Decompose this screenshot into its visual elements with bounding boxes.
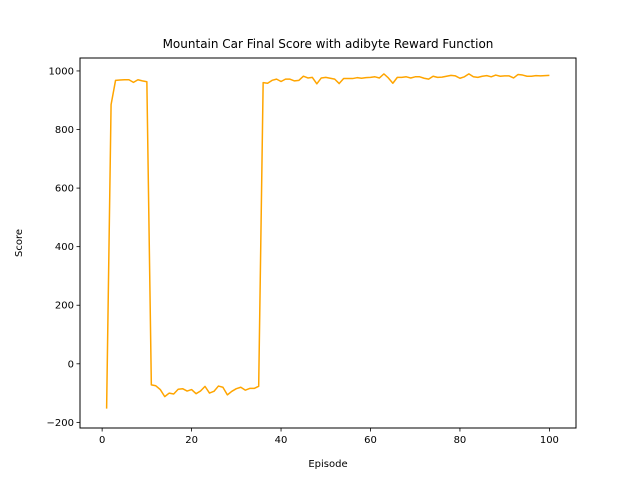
x-tick-label: 40	[275, 435, 288, 446]
y-tick-label: 200	[55, 301, 74, 312]
y-tick-label: 0	[68, 359, 74, 370]
x-tick-label: 100	[540, 435, 559, 446]
x-axis-title: Episode	[308, 459, 347, 470]
y-axis-title: Score	[14, 229, 25, 257]
y-tick-label: 400	[55, 242, 74, 253]
x-tick-label: 0	[99, 435, 105, 446]
x-tick-label: 60	[364, 435, 377, 446]
chart-title: Mountain Car Final Score with adibyte Re…	[163, 37, 494, 51]
x-axis: 0 20 40 60 80 100	[99, 428, 559, 446]
y-axis: −200 0 200 400 600 800 1000	[47, 66, 80, 429]
y-tick-label: 1000	[49, 66, 74, 77]
plot-area-frame	[79, 57, 577, 429]
y-tick-label: −200	[47, 418, 74, 429]
series-layer	[105, 73, 550, 409]
y-tick-label: 800	[55, 125, 74, 136]
y-tick-label: 600	[55, 184, 74, 195]
x-tick-label: 80	[454, 435, 467, 446]
series-line-0	[105, 73, 550, 409]
x-tick-label: 20	[185, 435, 198, 446]
